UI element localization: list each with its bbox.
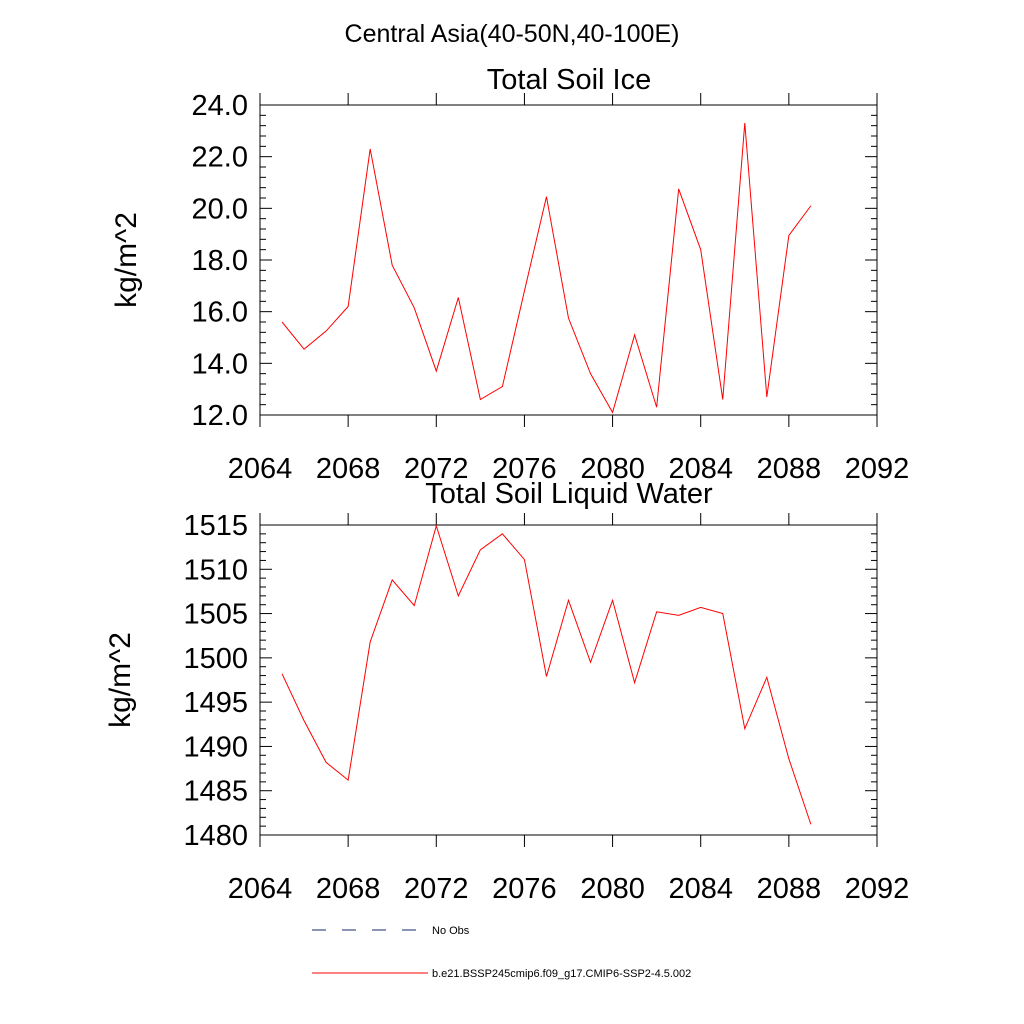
x-tick-label: 2072	[404, 453, 469, 485]
y-tick-label: 1485	[183, 776, 248, 808]
y-axis-label: kg/m^2	[110, 212, 143, 308]
x-tick-label: 2064	[228, 873, 293, 905]
y-tick-label: 14.0	[192, 348, 248, 380]
series-line	[281, 123, 812, 414]
plot-frame	[259, 524, 878, 836]
x-tick-label: 2084	[668, 453, 733, 485]
x-tick-label: 2080	[580, 453, 645, 485]
series-line	[281, 524, 812, 825]
y-tick-label: 24.0	[192, 90, 248, 122]
x-tick-label: 2076	[492, 873, 557, 905]
x-tick-label: 2068	[316, 873, 381, 905]
y-tick-label: 1500	[183, 643, 248, 675]
y-tick-label: 1505	[183, 599, 248, 631]
legend-label-obs: No Obs	[432, 925, 470, 937]
x-tick-label: 2064	[228, 453, 293, 485]
x-tick-label: 2076	[492, 453, 557, 485]
y-tick-label: 1480	[183, 820, 248, 852]
chart-title: Total Soil Liquid Water	[425, 478, 713, 510]
x-tick-label: 2080	[580, 873, 645, 905]
y-tick-label: 1515	[183, 510, 248, 542]
y-tick-label: 12.0	[192, 400, 248, 432]
x-tick-label: 2088	[757, 453, 822, 485]
figure-suptitle: Central Asia(40-50N,40-100E)	[345, 20, 680, 48]
x-tick-label: 2072	[404, 873, 469, 905]
y-axis-label: kg/m^2	[104, 632, 137, 728]
chart-panel-soil-liquid-water: Total Soil Liquid Water kg/m^2 2064 2068 2…	[104, 478, 909, 905]
y-tick-label: 18.0	[192, 245, 248, 277]
y-tick-label: 16.0	[192, 297, 248, 329]
y-tick-label: 20.0	[192, 193, 248, 225]
chart-panel-soil-ice: Total Soil Ice kg/m^2 2064 2068 2072 2076 20…	[110, 64, 909, 485]
plot-frame	[259, 104, 878, 416]
y-tick-label: 1495	[183, 687, 248, 719]
x-tick-label: 2092	[845, 873, 910, 905]
chart-title: Total Soil Ice	[487, 64, 651, 96]
x-tick-label: 2088	[757, 873, 822, 905]
legend-label-series: b.e21.BSSP245cmip6.f09_g17.CMIP6-SSP2-4.…	[432, 968, 691, 980]
x-tick-label: 2092	[845, 453, 910, 485]
y-tick-label: 1510	[183, 554, 248, 586]
legend: No Obs b.e21.BSSP245cmip6.f09_g17.CMIP6-…	[312, 925, 691, 980]
x-tick-label: 2084	[668, 873, 733, 905]
y-tick-label: 22.0	[192, 142, 248, 174]
y-tick-label: 1490	[183, 731, 248, 763]
x-tick-label: 2068	[316, 453, 381, 485]
